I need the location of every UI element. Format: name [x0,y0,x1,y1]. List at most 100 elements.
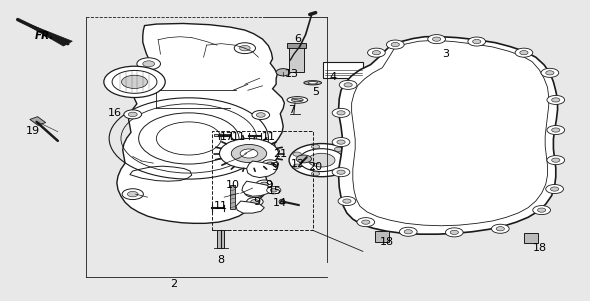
Ellipse shape [287,97,308,103]
Circle shape [251,200,259,204]
Circle shape [337,111,345,115]
Circle shape [552,128,560,132]
Ellipse shape [279,199,285,204]
Circle shape [332,168,350,177]
Text: FR.: FR. [35,31,54,41]
Circle shape [386,40,404,49]
Circle shape [546,185,563,194]
Circle shape [337,170,345,174]
Circle shape [332,108,350,117]
Circle shape [308,153,335,167]
Circle shape [231,144,267,163]
Ellipse shape [308,82,317,84]
Circle shape [250,189,260,195]
Circle shape [468,37,486,46]
Circle shape [515,48,533,57]
Text: 7: 7 [289,105,296,115]
Circle shape [270,188,277,192]
Circle shape [122,189,143,200]
Circle shape [293,152,301,156]
Bar [524,233,538,243]
Circle shape [399,227,417,236]
Circle shape [240,45,250,51]
Text: 13: 13 [285,69,299,79]
Circle shape [391,42,399,47]
Bar [287,43,306,48]
Circle shape [128,112,137,117]
Bar [375,231,389,242]
Bar [230,185,235,209]
Circle shape [312,172,320,176]
Circle shape [537,208,546,212]
Circle shape [339,80,357,89]
Circle shape [289,144,354,177]
Circle shape [124,110,142,119]
Circle shape [256,180,273,188]
Circle shape [260,182,268,186]
Text: 11: 11 [261,132,276,142]
Circle shape [428,35,445,44]
Circle shape [546,71,554,75]
Text: 20: 20 [309,162,323,172]
Circle shape [122,75,148,88]
Text: 21: 21 [273,148,287,159]
Ellipse shape [304,81,322,85]
Bar [212,131,313,230]
Polygon shape [242,181,271,196]
Ellipse shape [291,98,303,102]
Text: 6: 6 [294,34,301,44]
Polygon shape [339,37,558,234]
Text: 9: 9 [265,180,272,190]
Text: 17: 17 [220,132,234,142]
Circle shape [368,48,385,57]
Circle shape [520,51,528,55]
Circle shape [247,197,263,206]
Circle shape [332,138,350,147]
Bar [289,47,304,72]
Circle shape [541,68,559,77]
Circle shape [372,51,381,55]
Bar [323,62,363,78]
Polygon shape [236,201,264,213]
Text: 8: 8 [218,255,225,265]
Text: 5: 5 [312,87,319,97]
Circle shape [547,95,565,104]
Circle shape [473,39,481,44]
Text: 12: 12 [291,159,305,169]
Circle shape [552,98,560,102]
Circle shape [404,230,412,234]
Circle shape [533,206,550,215]
Polygon shape [247,161,277,178]
Circle shape [127,191,138,197]
Circle shape [432,37,441,41]
Text: 10: 10 [226,180,240,190]
Text: 11: 11 [214,201,228,211]
Circle shape [276,69,290,76]
Text: 9: 9 [271,162,278,172]
Text: 14: 14 [273,198,287,208]
Polygon shape [18,20,73,46]
Circle shape [312,144,320,149]
Circle shape [338,197,356,206]
Circle shape [244,187,266,197]
Circle shape [345,158,353,162]
Text: 9: 9 [253,197,260,207]
Circle shape [296,155,312,163]
Text: 11: 11 [232,132,246,142]
Circle shape [256,113,266,117]
Circle shape [262,160,278,168]
Text: 18: 18 [379,237,394,247]
Bar [214,134,230,136]
Circle shape [335,169,343,173]
Circle shape [143,61,155,67]
Circle shape [344,83,352,87]
Circle shape [267,187,281,194]
Text: 4: 4 [330,72,337,82]
Circle shape [252,110,270,119]
Circle shape [450,230,458,234]
Circle shape [552,158,560,162]
Text: 19: 19 [25,126,40,136]
Polygon shape [117,23,284,223]
Circle shape [299,149,344,172]
Circle shape [335,147,343,151]
